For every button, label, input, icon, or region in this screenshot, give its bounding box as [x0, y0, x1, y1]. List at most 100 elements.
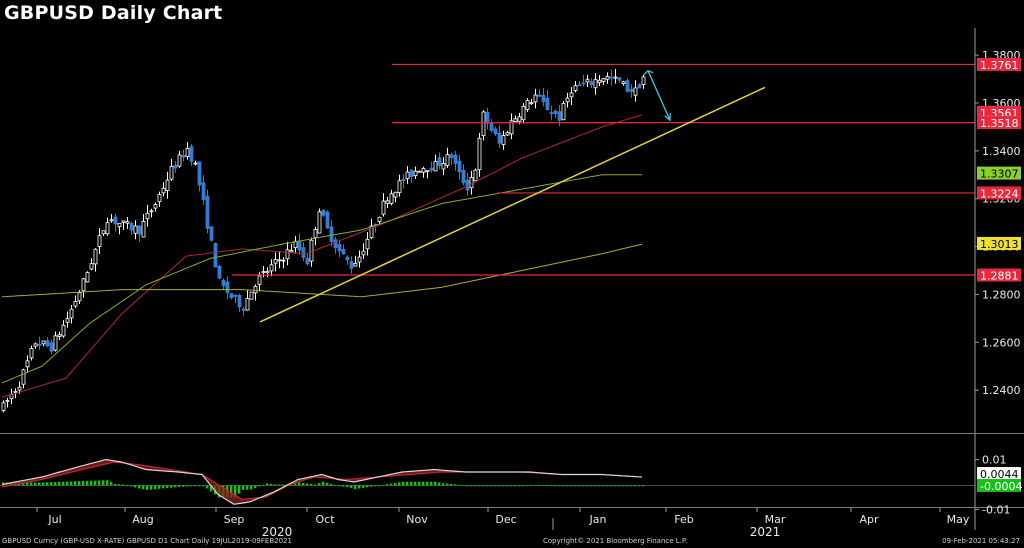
candle-body	[225, 281, 230, 294]
candle-body	[237, 294, 242, 308]
macd-histogram-bar	[458, 484, 461, 486]
candle-body	[161, 187, 166, 194]
candle	[593, 73, 598, 95]
candle	[521, 103, 526, 124]
macd-histogram-bar	[494, 485, 497, 487]
candle-body	[497, 132, 502, 144]
candle	[313, 226, 318, 246]
macd-histogram-bar	[634, 485, 637, 487]
candle-body	[489, 122, 494, 131]
candle-body	[581, 82, 586, 85]
macd-histogram-bar	[314, 484, 317, 486]
time-tick-label: May	[947, 513, 970, 526]
candle	[81, 277, 86, 298]
candle-body	[65, 318, 70, 323]
candle-body	[45, 340, 50, 347]
candle-body	[29, 348, 34, 359]
candle	[585, 74, 590, 88]
candle-body	[289, 250, 294, 253]
time-tick-label: Jul	[47, 513, 61, 526]
candle	[25, 355, 30, 372]
macd-histogram-bar	[278, 484, 281, 486]
macd-histogram-bar	[298, 482, 301, 486]
candle-body	[125, 221, 130, 224]
candle	[377, 216, 382, 224]
candle	[345, 255, 350, 265]
macd-histogram-bar	[470, 485, 473, 487]
macd-histogram-bar	[186, 485, 189, 487]
candle-body	[505, 132, 510, 136]
candle-body	[565, 97, 570, 103]
candle	[393, 191, 398, 203]
candle-body	[573, 85, 578, 91]
candle-body	[109, 219, 114, 222]
macd-histogram-bar	[322, 481, 325, 486]
candle-body	[569, 92, 574, 98]
candle-body	[233, 294, 238, 297]
macd-histogram-bar	[398, 482, 401, 486]
macd-histogram-bar	[250, 485, 253, 490]
candle-body	[593, 79, 598, 89]
candle-body	[397, 180, 402, 193]
macd-histogram-bar	[350, 485, 353, 489]
macd-histogram-bar	[378, 485, 381, 487]
candle-body	[89, 263, 94, 270]
candle-body	[401, 178, 406, 182]
candle	[489, 118, 494, 133]
price-axis: 1.24001.26001.28001.30001.32001.34001.36…	[0, 28, 1024, 530]
candle	[449, 152, 454, 165]
macd-histogram-bar	[266, 483, 269, 486]
macd-histogram-bar	[570, 485, 573, 487]
year-label: 2020	[262, 525, 293, 539]
candle	[209, 226, 214, 242]
candle-body	[621, 81, 626, 85]
candle	[337, 239, 342, 258]
candle	[537, 89, 542, 98]
candle-body	[533, 94, 538, 103]
candle-body	[605, 76, 610, 80]
candle	[549, 105, 554, 121]
candle	[69, 304, 74, 324]
candle	[289, 243, 294, 253]
macd-histogram-bar	[62, 481, 65, 486]
candle-body	[265, 270, 270, 274]
macd-histogram-bar	[78, 481, 81, 486]
candle-body	[457, 160, 462, 173]
candle	[565, 92, 570, 108]
macd-histogram-bar	[58, 481, 61, 486]
macd-histogram-bar	[198, 485, 201, 487]
candle-body	[269, 264, 274, 272]
candle	[629, 84, 634, 98]
candle	[385, 196, 390, 208]
candle	[353, 255, 358, 267]
candle-body	[173, 164, 178, 169]
candle	[601, 78, 606, 85]
candle	[125, 216, 130, 229]
candle	[189, 144, 194, 166]
candle-body	[429, 167, 434, 171]
candle	[85, 271, 90, 283]
candle-body	[389, 193, 394, 204]
price-tag: 1.3761	[980, 59, 1019, 72]
candle-body	[77, 292, 82, 302]
macd-histogram-bar	[190, 485, 193, 487]
macd-histogram-bar	[166, 485, 169, 489]
candle	[285, 241, 290, 266]
candle-body	[57, 334, 62, 337]
candle-body	[549, 112, 554, 115]
candle	[261, 266, 266, 278]
candle	[405, 166, 410, 184]
candle-body	[481, 111, 486, 137]
candle-body	[205, 195, 210, 229]
candle	[533, 88, 538, 109]
candle-body	[13, 390, 18, 393]
macd-histogram-bar	[46, 482, 49, 486]
macd-histogram-bar	[126, 485, 129, 487]
macd-histogram-bar	[202, 485, 205, 487]
candle-body	[221, 279, 226, 286]
candle-body	[437, 157, 442, 167]
candle-body	[201, 182, 206, 200]
macd-histogram-bar	[258, 485, 261, 487]
macd-histogram-bar	[642, 485, 645, 487]
candle-body	[37, 343, 42, 346]
